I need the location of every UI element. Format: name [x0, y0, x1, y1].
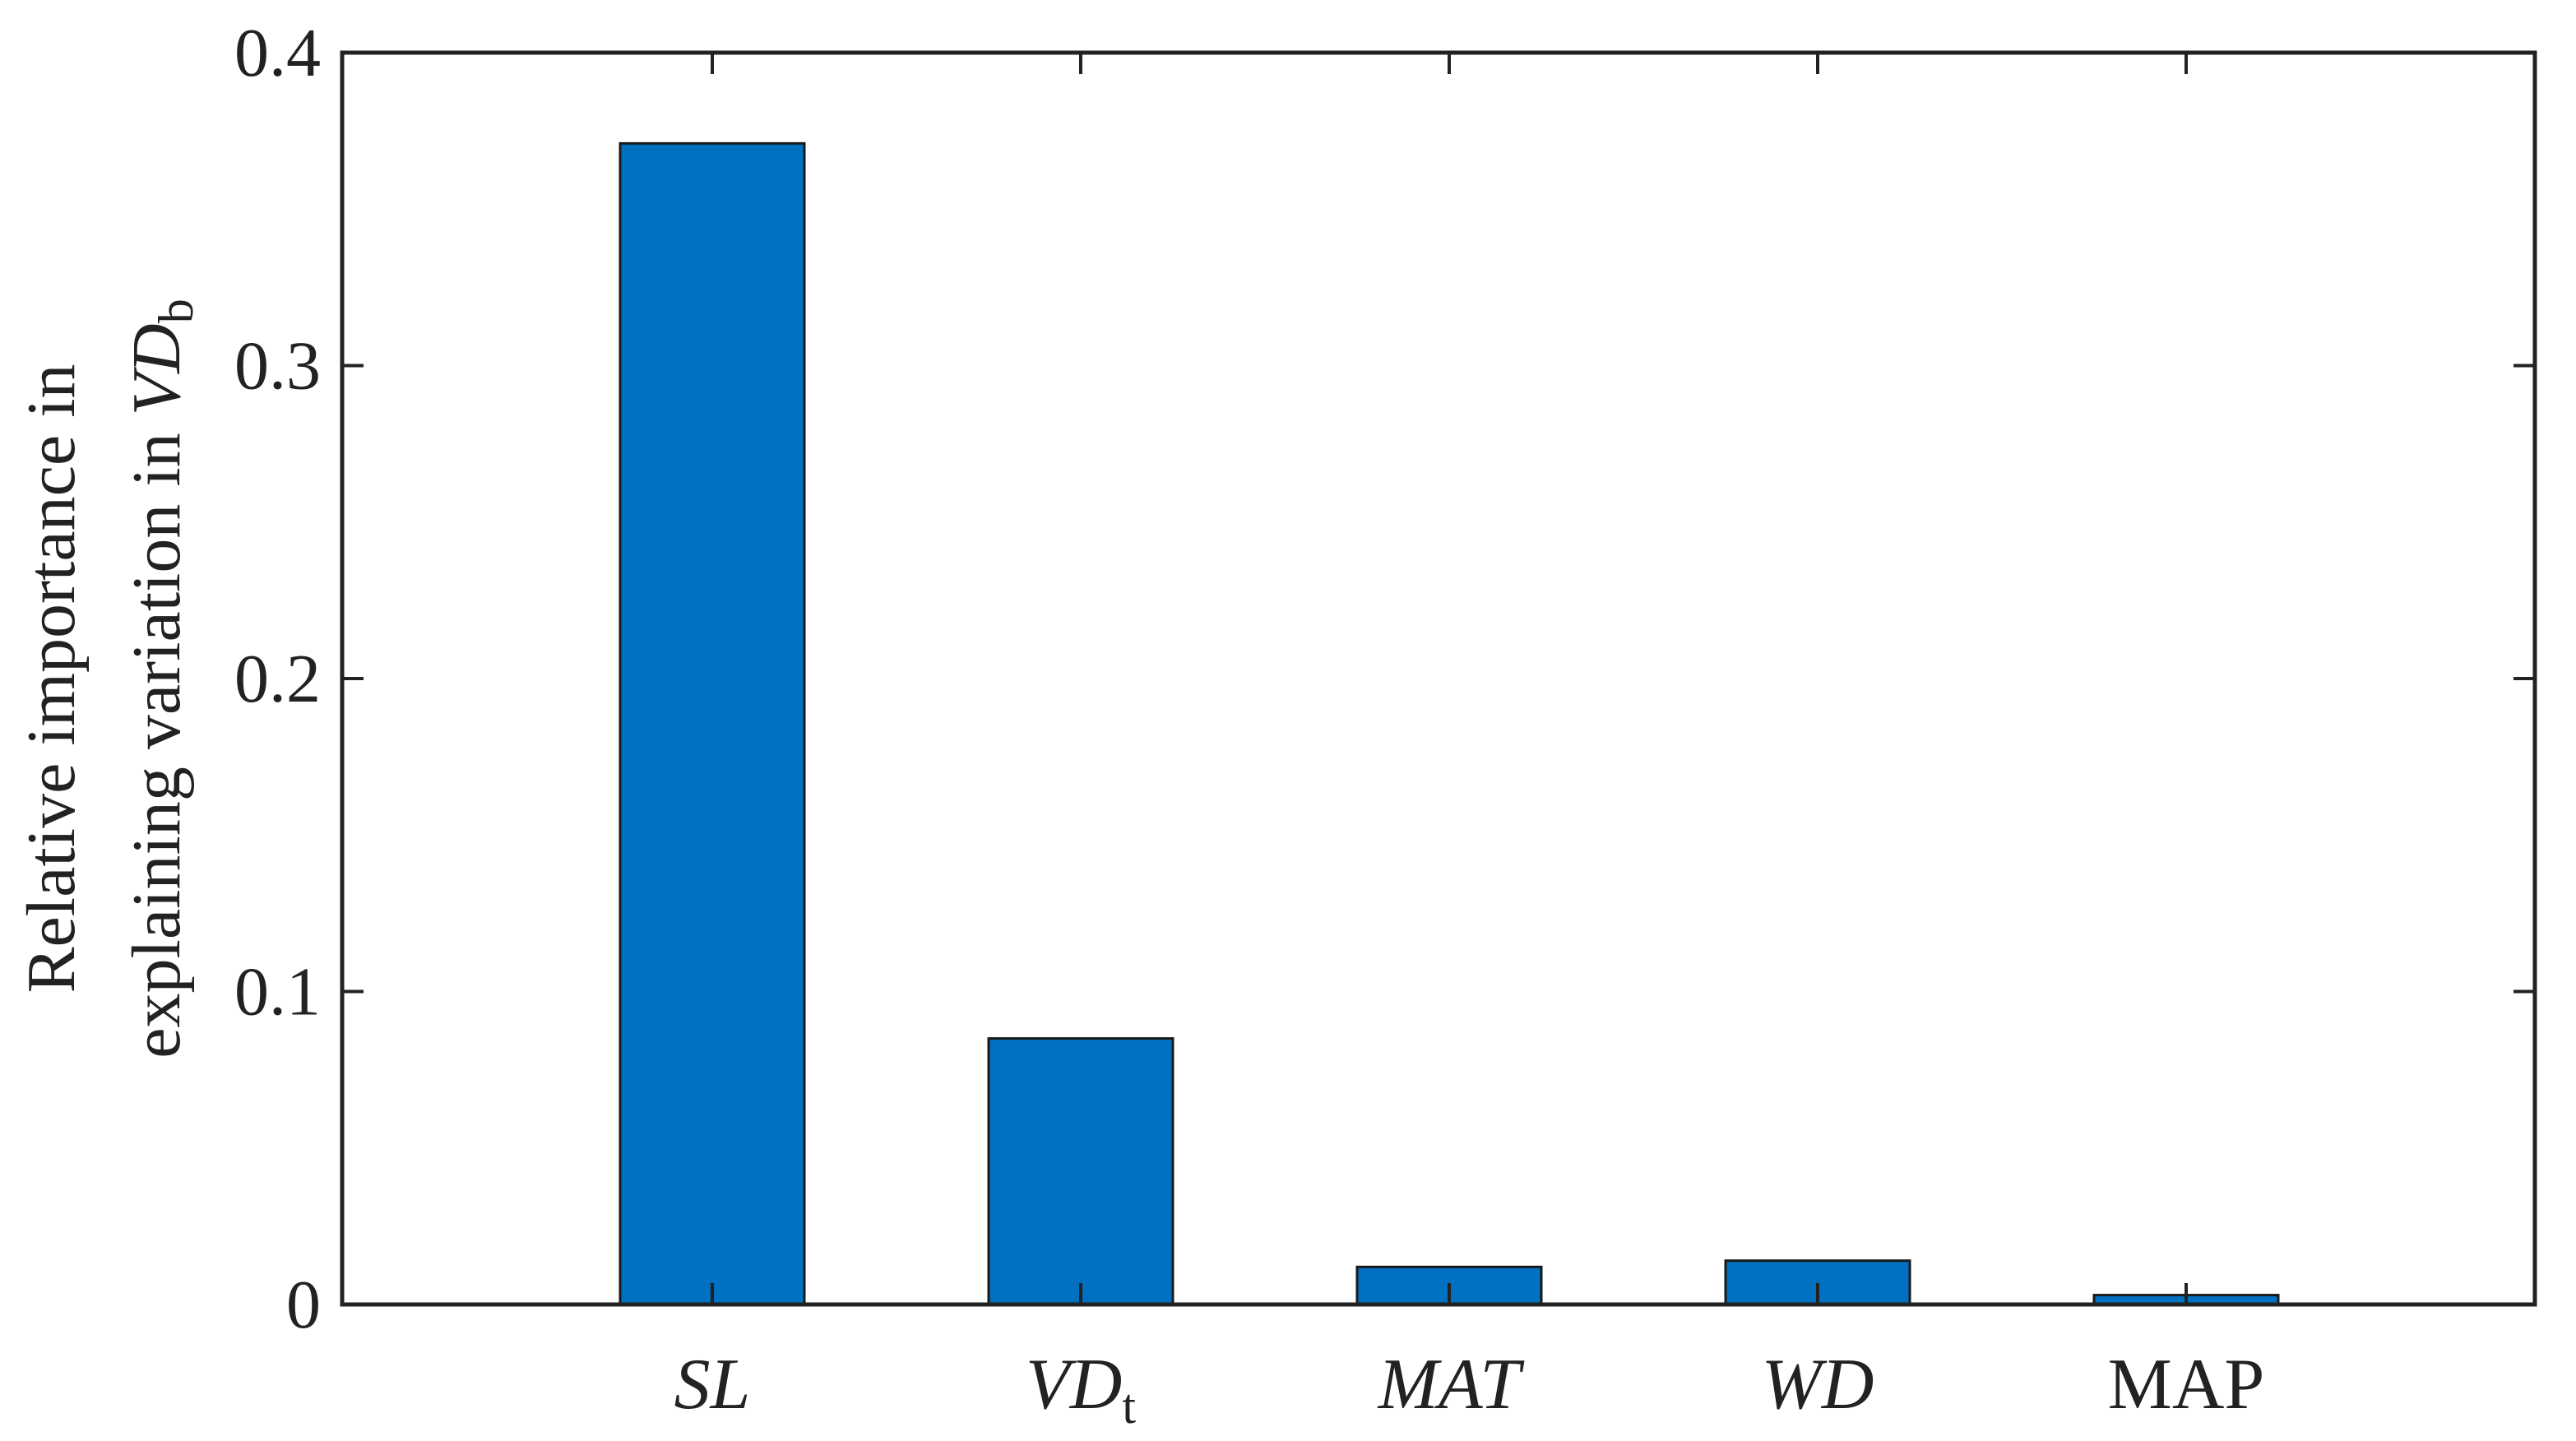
x-category-label-text: VD — [1026, 1345, 1122, 1425]
y-tick-label-2: 0.2 — [234, 641, 321, 717]
y-tick-label-0: 0 — [286, 1267, 321, 1343]
plot-area-frame — [340, 50, 2537, 1307]
y-axis-label-subscript: b — [149, 299, 203, 323]
x-category-label-subscript: t — [1122, 1379, 1136, 1434]
y-axis-label: Relative importance in explaining variat… — [13, 299, 203, 1058]
y-tick-label-1: 0.1 — [234, 954, 321, 1031]
y-axis-label-variable: VD — [118, 323, 195, 415]
bars-group — [619, 141, 2280, 1306]
x-category-label-text: WD — [1762, 1345, 1874, 1425]
x-category-label-text: SL — [674, 1345, 751, 1425]
y-tick-labels: 0 0.1 0.2 0.3 0.4 — [234, 15, 321, 1343]
x-category-label-mat: MAT — [1377, 1345, 1526, 1425]
y-axis-label-line2-prefix: explaining variation in — [118, 415, 195, 1058]
x-category-label-sl: SL — [674, 1345, 751, 1425]
x-category-label-text: MAP — [2108, 1345, 2265, 1425]
x-category-label-wd: WD — [1762, 1345, 1874, 1425]
y-tick-label-3: 0.3 — [234, 328, 321, 405]
y-axis-label-line1: Relative importance in — [13, 364, 90, 993]
x-category-label-text: MAT — [1377, 1345, 1526, 1425]
x-category-label-vd: VDt — [1026, 1345, 1136, 1434]
x-category-labels: SL VDt MAT WD MAP — [674, 1345, 2265, 1434]
y-tick-label-4: 0.4 — [234, 15, 321, 91]
bar-vd — [987, 1037, 1174, 1306]
x-category-label-map: MAP — [2108, 1345, 2265, 1425]
y-axis-label-line2: explaining variation in VDb — [118, 299, 203, 1058]
bar-sl — [619, 141, 806, 1306]
